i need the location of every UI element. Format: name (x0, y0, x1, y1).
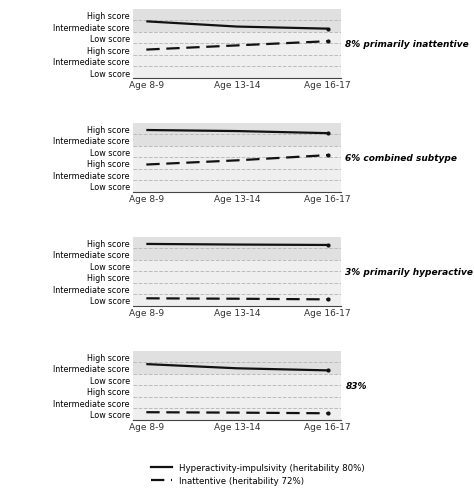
Bar (133, 123, 341, 146)
Text: 83%: 83% (346, 381, 367, 390)
Bar (133, 260, 341, 306)
Text: 3% primarily hyperactive: 3% primarily hyperactive (346, 267, 474, 276)
Bar (133, 374, 341, 420)
Text: Age 16-17: Age 16-17 (304, 422, 351, 431)
Text: Age 13-14: Age 13-14 (214, 81, 260, 90)
Text: Age 8-9: Age 8-9 (129, 81, 164, 90)
Text: Age 13-14: Age 13-14 (214, 308, 260, 318)
Text: Age 13-14: Age 13-14 (214, 422, 260, 431)
Text: 6% combined subtype: 6% combined subtype (346, 153, 457, 163)
Bar (133, 237, 341, 260)
Legend: Hyperactivity-impulsivity (heritability 80%), Inattentive (heritability 72%): Hyperactivity-impulsivity (heritability … (147, 460, 368, 488)
Text: 8% primarily inattentive: 8% primarily inattentive (346, 40, 469, 49)
Bar (133, 351, 341, 374)
Text: Age 16-17: Age 16-17 (304, 81, 351, 90)
Text: Age 8-9: Age 8-9 (129, 195, 164, 204)
Text: Age 13-14: Age 13-14 (214, 195, 260, 204)
Text: Age 8-9: Age 8-9 (129, 422, 164, 431)
Bar (133, 33, 341, 79)
Text: Age 16-17: Age 16-17 (304, 195, 351, 204)
Text: Age 16-17: Age 16-17 (304, 308, 351, 318)
Text: Age 8-9: Age 8-9 (129, 308, 164, 318)
Bar (133, 146, 341, 192)
Bar (133, 10, 341, 33)
